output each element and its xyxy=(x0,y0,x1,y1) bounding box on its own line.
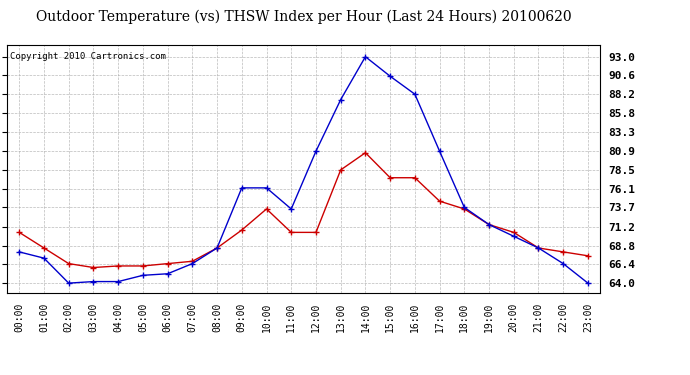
Text: Outdoor Temperature (vs) THSW Index per Hour (Last 24 Hours) 20100620: Outdoor Temperature (vs) THSW Index per … xyxy=(36,9,571,24)
Text: Copyright 2010 Cartronics.com: Copyright 2010 Cartronics.com xyxy=(10,53,166,62)
